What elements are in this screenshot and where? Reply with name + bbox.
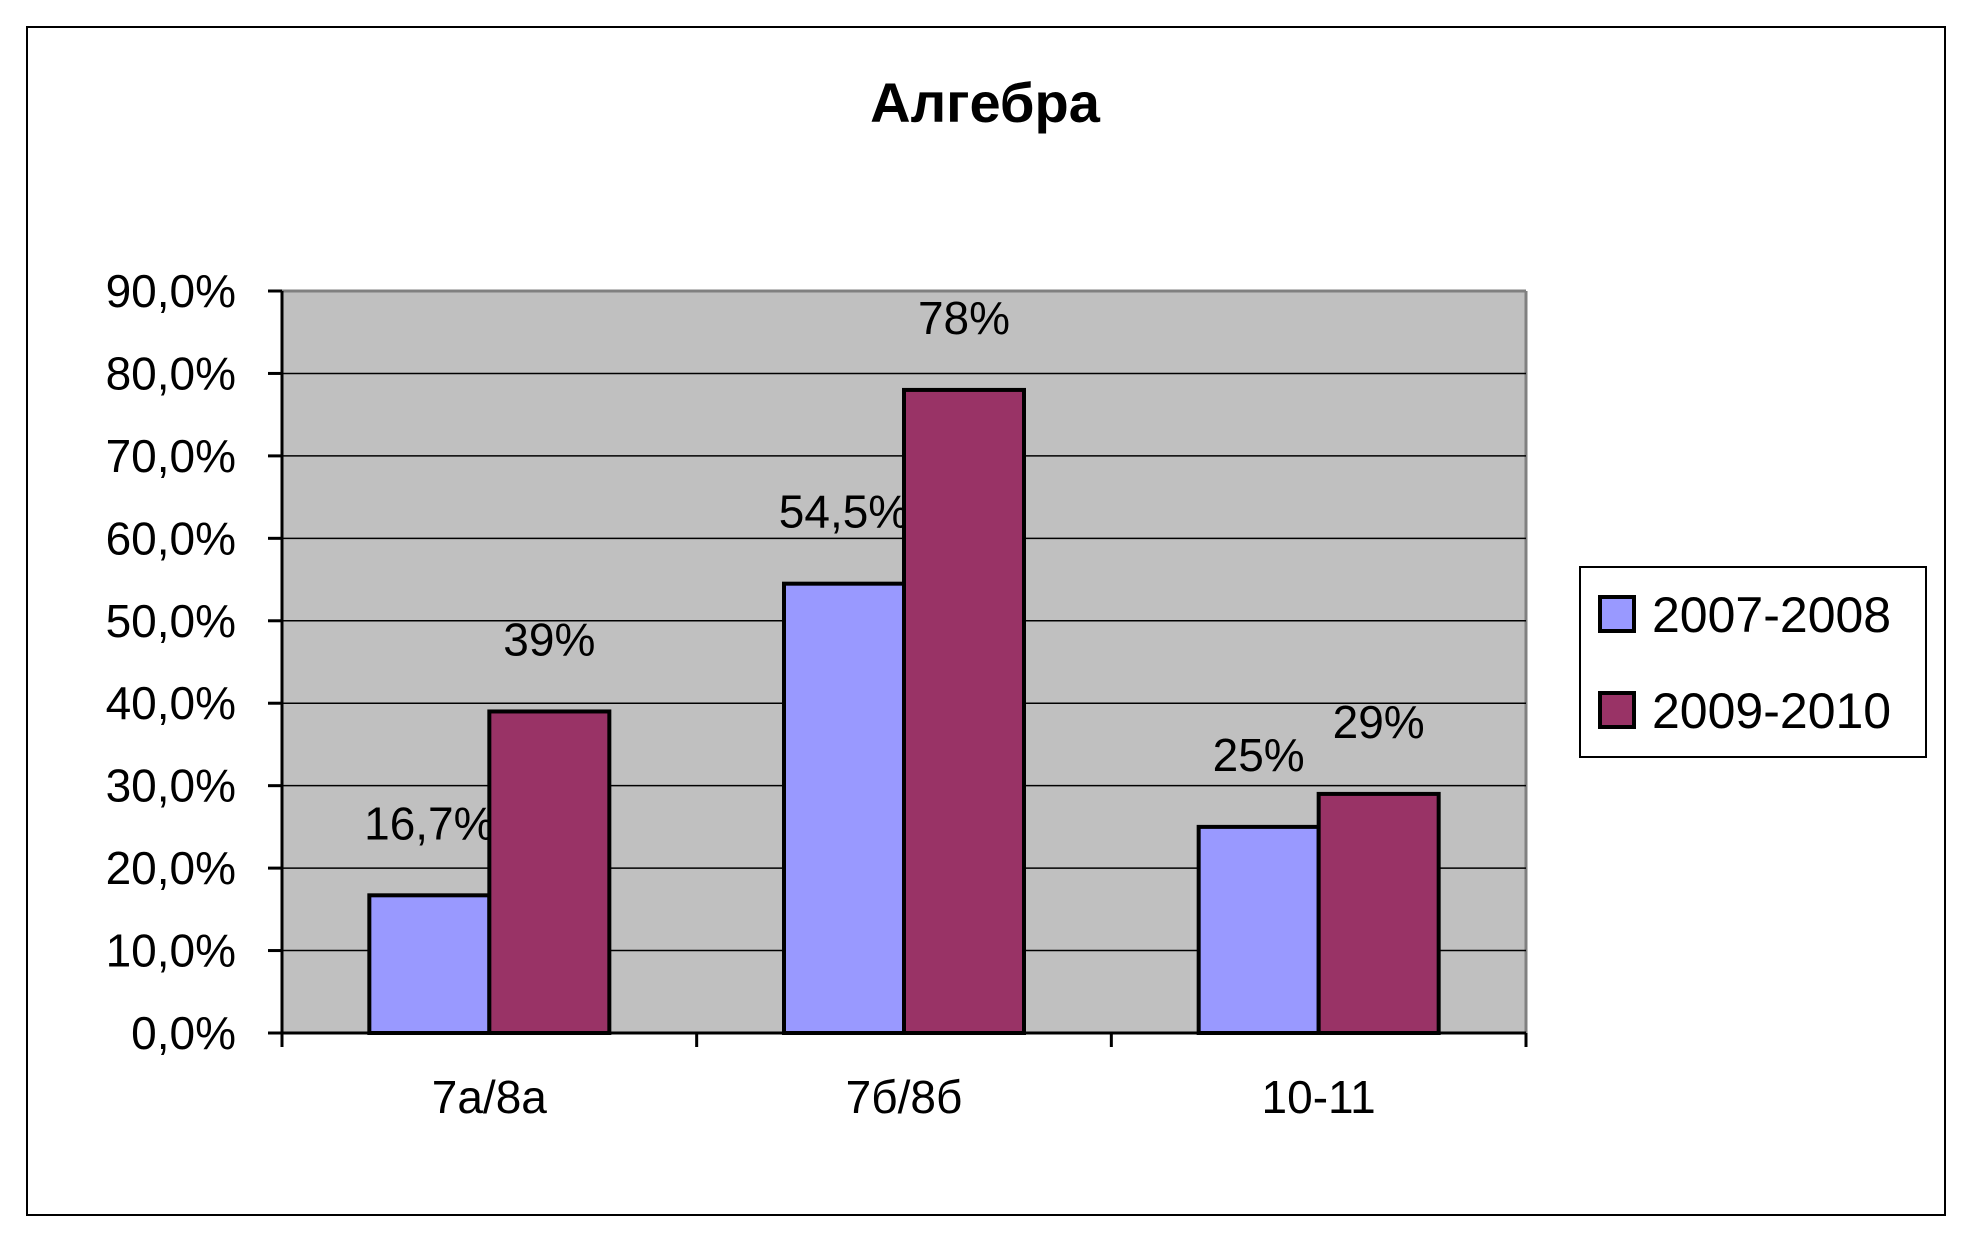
data-label: 29% — [1333, 696, 1425, 748]
legend-box — [1579, 566, 1927, 758]
y-tick-label: 30,0% — [106, 760, 236, 812]
bar — [1196, 824, 1321, 1036]
y-tick-label: 20,0% — [106, 842, 236, 894]
legend-swatch — [1598, 691, 1636, 729]
y-tick-label: 0,0% — [131, 1007, 236, 1059]
legend-label: 2007-2008 — [1652, 587, 1891, 643]
y-tick-label: 70,0% — [106, 430, 236, 482]
y-tick-label: 80,0% — [106, 347, 236, 399]
bar — [367, 893, 492, 1035]
data-label: 16,7% — [364, 797, 494, 849]
y-tick-label: 40,0% — [106, 677, 236, 729]
bar — [487, 709, 612, 1035]
plot-area: 16,7% 54,5% 25% 39% 78% 29% 0,0% 10,0% 20,0% 30,0… — [106, 265, 1528, 1123]
data-label: 54,5% — [779, 486, 909, 538]
y-tick-label: 10,0% — [106, 925, 236, 977]
bar — [782, 581, 906, 1036]
y-tick-label: 60,0% — [106, 512, 236, 564]
legend-label: 2009-2010 — [1652, 683, 1891, 739]
y-tick-label: 90,0% — [106, 265, 236, 317]
data-label: 25% — [1213, 729, 1305, 781]
y-tick-label: 50,0% — [106, 595, 236, 647]
x-tick-label: 7б/8б — [846, 1071, 963, 1123]
chart-title: Алгебра — [870, 71, 1101, 134]
x-tick-label: 10-11 — [1262, 1071, 1376, 1123]
data-label: 39% — [503, 613, 595, 665]
data-label: 78% — [918, 292, 1010, 344]
bar — [902, 387, 1026, 1035]
x-tick-label: 7а/8а — [432, 1071, 548, 1123]
bar — [1316, 791, 1441, 1036]
legend: 2007-2008 2009-2010 — [1579, 566, 1927, 758]
legend-swatch — [1598, 595, 1636, 633]
